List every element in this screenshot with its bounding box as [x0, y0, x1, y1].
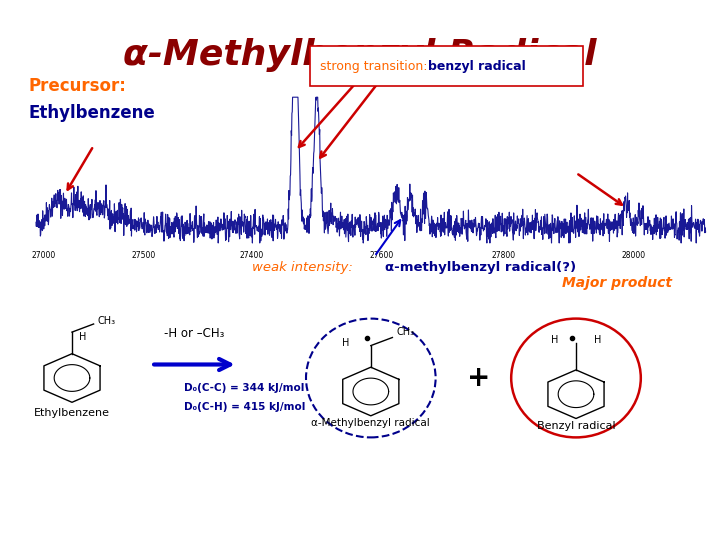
Text: Precursor:: Precursor:: [29, 77, 127, 96]
Text: H: H: [79, 333, 86, 342]
Text: α-Methylbenzyl radical: α-Methylbenzyl radical: [312, 418, 430, 429]
Text: α-methylbenzyl radical(?): α-methylbenzyl radical(?): [385, 261, 576, 274]
Text: 27500: 27500: [132, 251, 156, 260]
Text: -H or –CH₃: -H or –CH₃: [164, 327, 225, 340]
Text: 27400: 27400: [240, 251, 264, 260]
Text: CH₃: CH₃: [396, 327, 414, 337]
Text: α-Methylbenzyl Radical: α-Methylbenzyl Radical: [123, 38, 597, 72]
Text: Laboratory of Molecular Spectroscopy & Nano Materials, Pusan National University: Laboratory of Molecular Spectroscopy & N…: [60, 514, 660, 527]
Text: Benzyl radical: Benzyl radical: [536, 421, 616, 431]
Text: strong transition:: strong transition:: [320, 59, 432, 73]
Text: Ethylbenzene: Ethylbenzene: [34, 408, 110, 418]
Text: 27000: 27000: [31, 251, 55, 260]
FancyBboxPatch shape: [310, 46, 583, 86]
Text: H: H: [551, 335, 558, 345]
Text: Ethylbenzene: Ethylbenzene: [29, 104, 156, 123]
Text: H: H: [342, 338, 349, 348]
Text: 27800: 27800: [492, 251, 516, 260]
Text: benzyl radical: benzyl radical: [428, 59, 526, 73]
Text: +: +: [467, 364, 490, 392]
Text: weak intensity:: weak intensity:: [252, 261, 357, 274]
Text: 28000: 28000: [621, 251, 646, 260]
Text: D₀(C-H) = 415 kJ/mol: D₀(C-H) = 415 kJ/mol: [184, 402, 305, 413]
Text: H: H: [594, 335, 601, 345]
Text: 27600: 27600: [369, 251, 394, 260]
Text: CH₃: CH₃: [97, 316, 115, 326]
Text: Major product: Major product: [562, 276, 672, 291]
Text: D₀(C-C) = 344 kJ/mol: D₀(C-C) = 344 kJ/mol: [184, 383, 304, 394]
